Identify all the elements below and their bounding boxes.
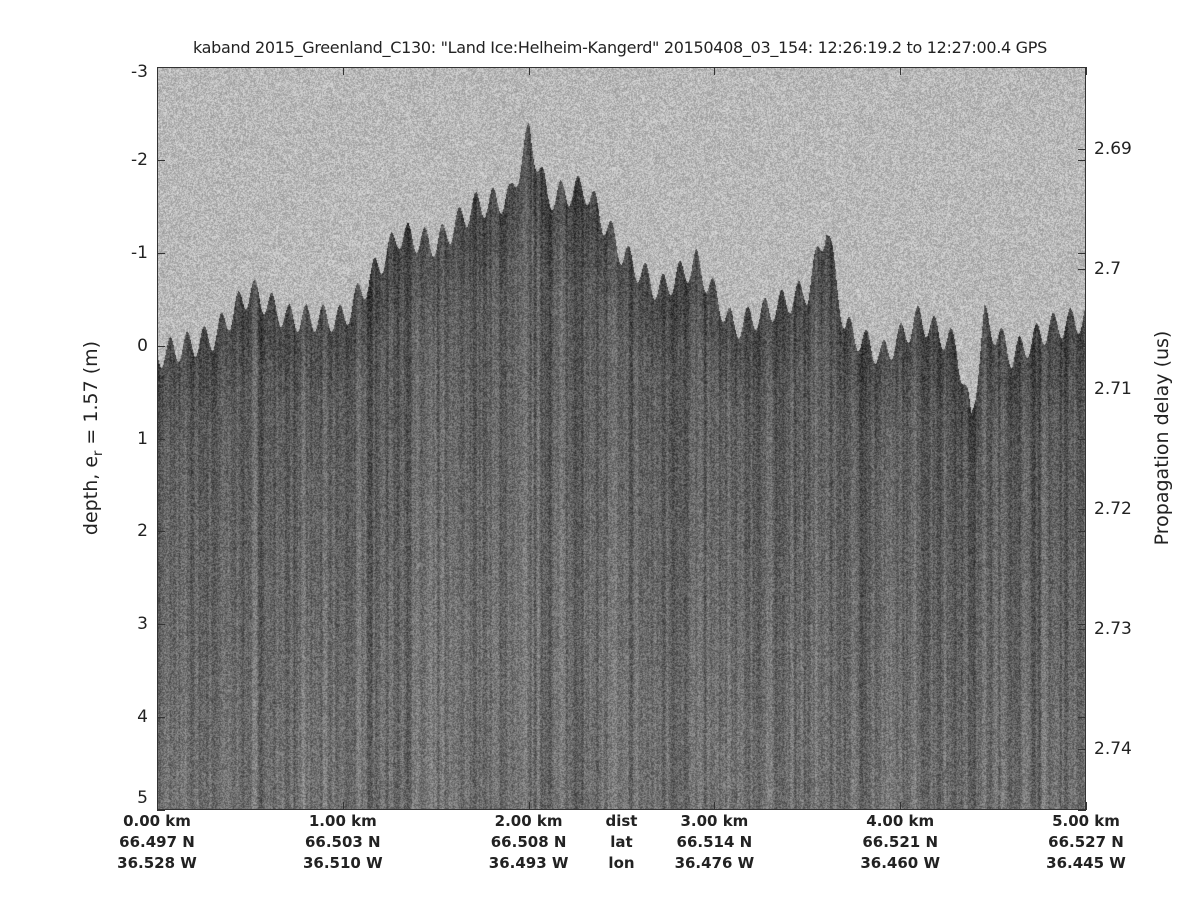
y2-tick-mark <box>1078 268 1086 270</box>
y2-axis-label: Propagation delay (us) <box>1151 330 1173 546</box>
x-tick-mark <box>528 802 530 810</box>
y2-tick-mark <box>1078 148 1086 150</box>
y-tick-mark <box>157 252 165 254</box>
x-row-label-dist: dist <box>605 812 638 830</box>
x-tick-label-lat: 66.521 N <box>862 833 939 851</box>
y-tick-label: -1 <box>131 242 148 263</box>
y-axis-label-main: depth, e <box>80 455 103 536</box>
y2-tick-mark <box>1078 388 1086 390</box>
y-tick-label: 0 <box>137 335 148 356</box>
y-tick-label: 5 <box>137 788 148 808</box>
echogram-image <box>157 67 1086 810</box>
y2-tick-label: 2.72 <box>1094 498 1132 519</box>
x-tick-label-lat: 66.527 N <box>1048 833 1124 851</box>
x-tick-mark <box>342 67 344 75</box>
x-tick-label-lat: 66.508 N <box>490 833 567 851</box>
x-tick-mark <box>714 802 716 810</box>
x-tick-label-lon: 36.528 W <box>117 854 197 872</box>
y2-tick-label: 2.73 <box>1094 618 1132 639</box>
y-tick-label: 2 <box>137 521 148 542</box>
y-tick-mark <box>1078 345 1086 347</box>
y2-tick-mark <box>1078 508 1086 510</box>
x-tick-mark <box>1086 67 1087 75</box>
x-tick-mark <box>714 67 716 75</box>
x-tick-label-dist: 3.00 km <box>680 812 749 830</box>
y2-tick-mark <box>1078 748 1086 750</box>
y-axis-label-tail: = 1.57 (m) <box>80 340 103 451</box>
y-tick-mark <box>1078 438 1086 440</box>
x-tick-mark <box>1086 802 1087 810</box>
y-tick-mark <box>1078 810 1086 811</box>
x-tick-label-lat: 66.514 N <box>676 833 753 851</box>
x-tick-mark <box>900 67 902 75</box>
y-tick-mark <box>1078 159 1086 161</box>
y2-tick-mark <box>1078 628 1086 630</box>
x-tick-label-lon: 36.493 W <box>488 854 569 872</box>
x-tick-label-lon: 36.445 W <box>1046 854 1126 872</box>
y-tick-mark <box>157 531 165 533</box>
y-tick-mark <box>157 438 165 440</box>
x-tick-label-lat: 66.503 N <box>304 833 381 851</box>
y-tick-mark <box>1078 252 1086 254</box>
y-tick-mark <box>1078 531 1086 533</box>
y-tick-mark <box>1078 717 1086 719</box>
x-tick-mark <box>157 802 158 810</box>
x-tick-label-dist: 5.00 km <box>1052 812 1120 830</box>
y-axis-label-subscript: r <box>90 450 106 456</box>
y-tick-mark <box>157 67 165 68</box>
y-tick-label: 1 <box>137 428 148 449</box>
y-tick-mark <box>1078 67 1086 68</box>
y2-tick-label: 2.7 <box>1094 258 1122 279</box>
y-axis-label: depth, er = 1.57 (m) <box>80 341 106 535</box>
y-tick-mark <box>157 345 165 347</box>
x-row-label-lon: lon <box>608 854 635 872</box>
x-tick-label-lat: 66.497 N <box>119 833 195 851</box>
x-tick-label-dist: 1.00 km <box>308 812 377 830</box>
y-tick-label: -3 <box>131 62 148 82</box>
y-tick-mark <box>157 159 165 161</box>
x-row-label-lat: lat <box>610 833 633 851</box>
x-tick-label-dist: 0.00 km <box>123 812 191 830</box>
y-tick-label: 4 <box>137 707 148 728</box>
y-tick-mark <box>157 624 165 626</box>
x-tick-mark <box>342 802 344 810</box>
y-tick-label: 3 <box>137 614 148 635</box>
y-tick-mark <box>157 717 165 719</box>
x-tick-label-lon: 36.460 W <box>860 854 941 872</box>
x-tick-mark <box>900 802 902 810</box>
y-tick-mark <box>157 810 165 811</box>
plot-area <box>157 67 1086 810</box>
y2-tick-label: 2.71 <box>1094 378 1132 399</box>
x-tick-label-dist: 4.00 km <box>866 812 935 830</box>
x-tick-label-dist: 2.00 km <box>494 812 563 830</box>
y-tick-mark <box>1078 624 1086 626</box>
x-tick-mark <box>528 67 530 75</box>
chart-title: kaband 2015_Greenland_C130: "Land Ice:He… <box>192 38 1047 57</box>
x-tick-label-lon: 36.510 W <box>302 854 383 872</box>
x-tick-mark <box>157 67 158 75</box>
x-tick-label-lon: 36.476 W <box>674 854 755 872</box>
y2-tick-label: 2.69 <box>1094 138 1132 159</box>
y2-tick-label: 2.74 <box>1094 738 1132 759</box>
y-tick-label: -2 <box>131 149 148 170</box>
